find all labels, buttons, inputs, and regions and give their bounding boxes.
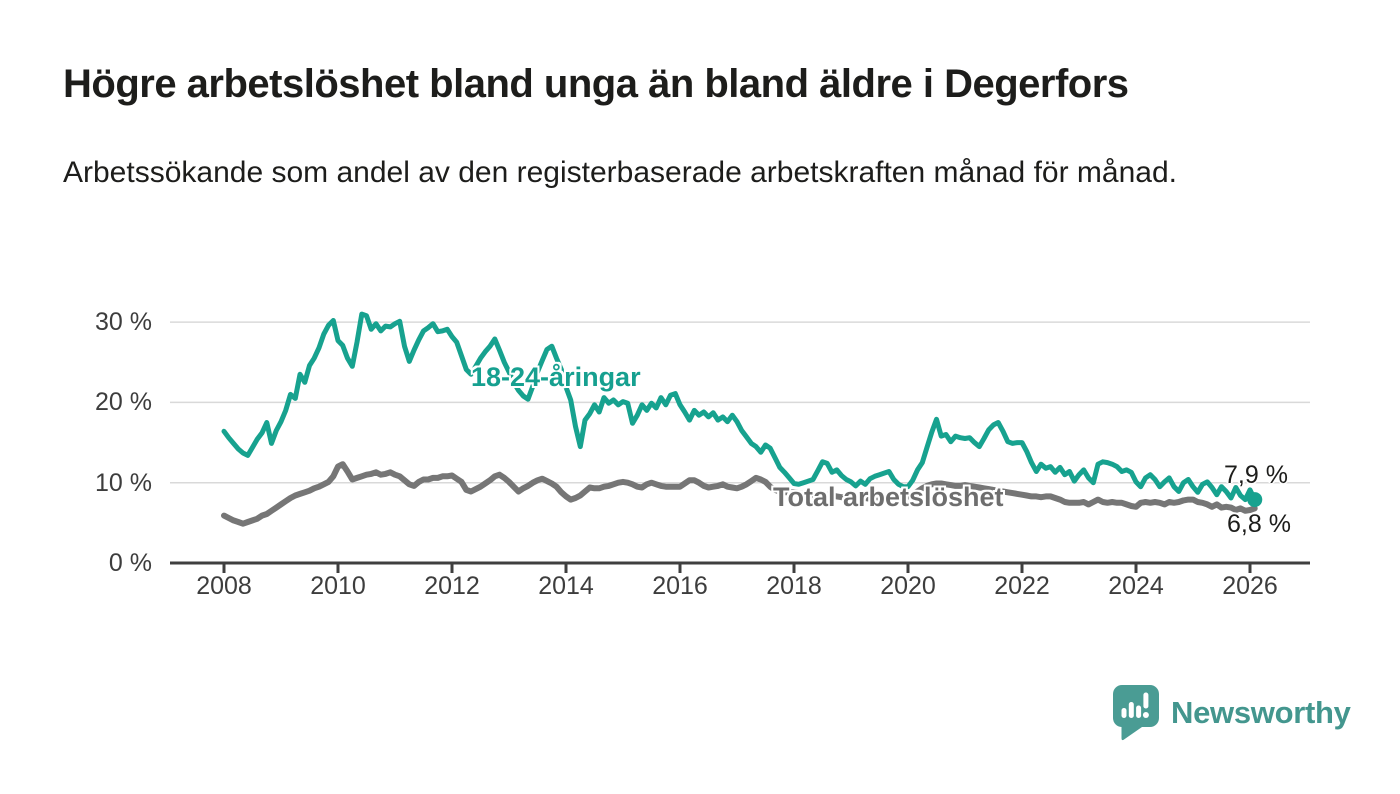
x-axis-label-2010: 2010: [310, 572, 366, 600]
newsworthy-logo: Newsworthy: [1112, 684, 1351, 742]
x-axis-label-2008: 2008: [196, 572, 252, 600]
y-axis-label-10: 10 %: [95, 468, 152, 497]
x-axis-label-2020: 2020: [880, 572, 936, 600]
x-axis-label-2012: 2012: [424, 572, 480, 600]
y-axis-label-20: 20 %: [95, 388, 152, 417]
series-label-total: Total arbetslöshet: [773, 482, 1004, 512]
series-label-18-24: 18-24-åringar: [471, 362, 641, 392]
x-axis-label-2014: 2014: [538, 572, 594, 600]
end-value-label-18-24: 7,9 %: [1224, 461, 1288, 489]
newsworthy-wordmark: Newsworthy: [1171, 695, 1351, 730]
page-subtitle: Arbetssökande som andel av den registerb…: [63, 156, 1177, 189]
series-end-dot: [1247, 492, 1263, 508]
end-value-label-total: 6,8 %: [1227, 510, 1291, 538]
newsworthy-speech-bubble-chart-icon: [1113, 685, 1159, 741]
x-axis-label-2016: 2016: [652, 572, 708, 600]
x-axis-label-2026: 2026: [1222, 572, 1278, 600]
series-line-18-24: [221, 311, 1258, 503]
page-title: Högre arbetslöshet bland unga än bland ä…: [63, 62, 1129, 106]
x-axis-label-2022: 2022: [994, 572, 1050, 600]
x-axis-label-2018: 2018: [766, 572, 822, 600]
series-line-total: [221, 461, 1258, 527]
x-axis-label-2024: 2024: [1108, 572, 1164, 600]
y-axis-label-0: 0 %: [108, 549, 152, 577]
y-axis-label-30: 30 %: [95, 308, 152, 337]
